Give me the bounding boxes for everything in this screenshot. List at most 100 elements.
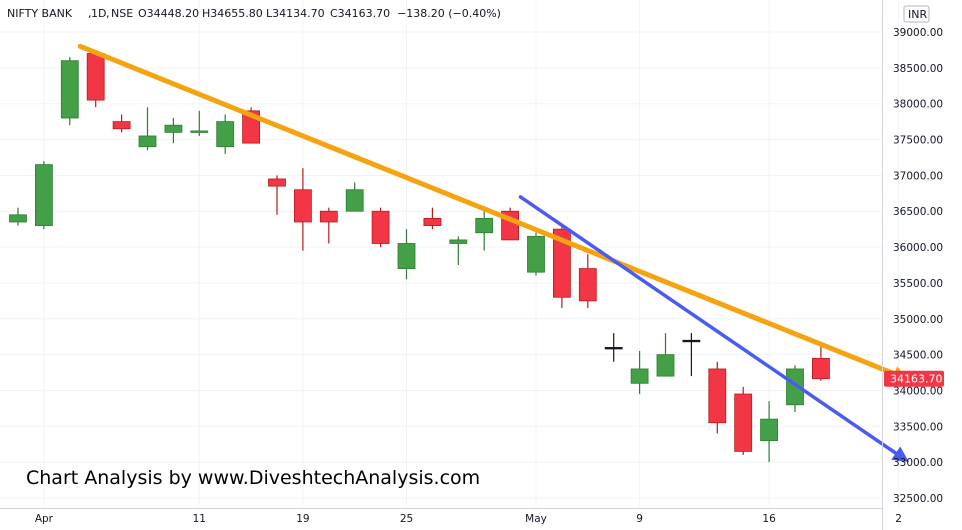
candle[interactable] (60, 57, 79, 126)
x-tick-label: Apr (35, 513, 54, 525)
candle[interactable] (527, 232, 545, 276)
candle[interactable] (371, 207, 390, 248)
svg-text:,: , (88, 7, 92, 20)
candle-body (578, 268, 597, 302)
candle-body (371, 210, 390, 244)
y-tick-label: 34000.00 (893, 385, 943, 397)
candle[interactable] (423, 207, 442, 230)
candle-body (449, 239, 468, 244)
candle-body (112, 121, 131, 130)
candle[interactable] (86, 49, 105, 108)
candle[interactable] (708, 361, 727, 434)
candle[interactable] (812, 343, 830, 381)
candle-body (734, 393, 753, 452)
candle[interactable] (760, 401, 778, 463)
candle[interactable] (345, 182, 364, 212)
x-tick-label: 16 (762, 513, 776, 525)
candle-body (812, 357, 830, 380)
y-tick-label: 39000.00 (893, 27, 943, 39)
y-tick-label: 38000.00 (893, 99, 943, 111)
candle-body (319, 210, 338, 223)
y-tick-label: 35000.00 (893, 314, 943, 326)
legend-symbol: NIFTY BANK (7, 7, 73, 20)
candle-body (35, 164, 53, 226)
trendline-stroke (518, 195, 898, 455)
candle[interactable] (682, 333, 701, 377)
last-price-bg (884, 370, 944, 387)
y-tick-label: 34500.00 (893, 350, 943, 362)
y-tick-label: 33000.00 (893, 457, 943, 469)
candle-body (423, 217, 442, 226)
candle-body (630, 368, 649, 384)
legend-exchange: NSE (111, 7, 133, 20)
candle-body (397, 243, 416, 269)
y-tick-label: 32500.00 (893, 493, 943, 505)
x-tick-label: May (525, 513, 547, 525)
x-tick-label: 19 (296, 513, 309, 525)
last-price-badge: 34163.70 (884, 370, 944, 387)
candle-body (786, 368, 804, 406)
candle-body (708, 368, 727, 424)
candle[interactable] (734, 386, 753, 455)
y-tick-label: 36500.00 (893, 206, 943, 218)
candle-body (138, 135, 157, 148)
candle-body (293, 189, 312, 223)
candle-body (475, 217, 494, 234)
legend-interval: 1D (91, 7, 106, 20)
trendlines[interactable] (77, 43, 909, 463)
y-tick-label: 33500.00 (893, 421, 943, 433)
candle-body (216, 121, 235, 148)
currency-label: INR (908, 8, 927, 21)
candle[interactable] (630, 351, 649, 395)
candle-body (656, 354, 675, 377)
trendline-blue[interactable] (518, 195, 909, 463)
candle-body (86, 53, 105, 101)
candle[interactable] (604, 333, 623, 362)
candle[interactable] (449, 236, 468, 265)
legend-open: O34448.20 (138, 7, 199, 20)
svg-text:,: , (106, 7, 110, 20)
candle-body (190, 130, 209, 133)
candle[interactable] (656, 333, 675, 377)
x-tick-label: 9 (636, 513, 643, 525)
candle[interactable] (9, 207, 27, 226)
candle-body (604, 347, 623, 350)
candle[interactable] (475, 207, 494, 251)
candle[interactable] (578, 254, 597, 309)
currency-badge[interactable]: INR (903, 5, 930, 23)
candle-body (760, 418, 778, 442)
candle-body (268, 178, 286, 187)
legend-change: −138.20 (−0.40%) (397, 7, 501, 20)
candle-body (345, 189, 364, 212)
candle[interactable] (35, 161, 53, 230)
last-price-label: 34163.70 (890, 373, 943, 386)
trendline-stroke (77, 43, 897, 377)
candle[interactable] (319, 207, 338, 244)
candle[interactable] (190, 110, 209, 136)
x-tick-label: 11 (193, 513, 206, 525)
candle[interactable] (164, 118, 183, 144)
trendline-orange[interactable] (77, 43, 909, 382)
candle[interactable] (112, 114, 131, 133)
candle-body (9, 214, 27, 223)
x-tick-label: 2 (895, 513, 902, 525)
y-tick-label: 37000.00 (893, 170, 943, 182)
candle[interactable] (293, 168, 312, 251)
y-tick-label: 37500.00 (893, 135, 943, 147)
y-tick-label: 36000.00 (893, 242, 943, 254)
candle-body (527, 235, 545, 273)
candle-body (553, 228, 571, 298)
candle[interactable] (216, 114, 235, 154)
candle[interactable] (138, 107, 157, 151)
watermark-text: Chart Analysis by www.DiveshtechAnalysis… (26, 467, 480, 489)
trendline-arrowhead (891, 446, 909, 463)
x-tick-label: 25 (400, 513, 413, 525)
candle[interactable] (786, 365, 804, 412)
legend-close: C34163.70 (330, 7, 390, 20)
candle[interactable] (268, 175, 286, 215)
candle[interactable] (397, 229, 416, 280)
candle-body (164, 124, 183, 133)
